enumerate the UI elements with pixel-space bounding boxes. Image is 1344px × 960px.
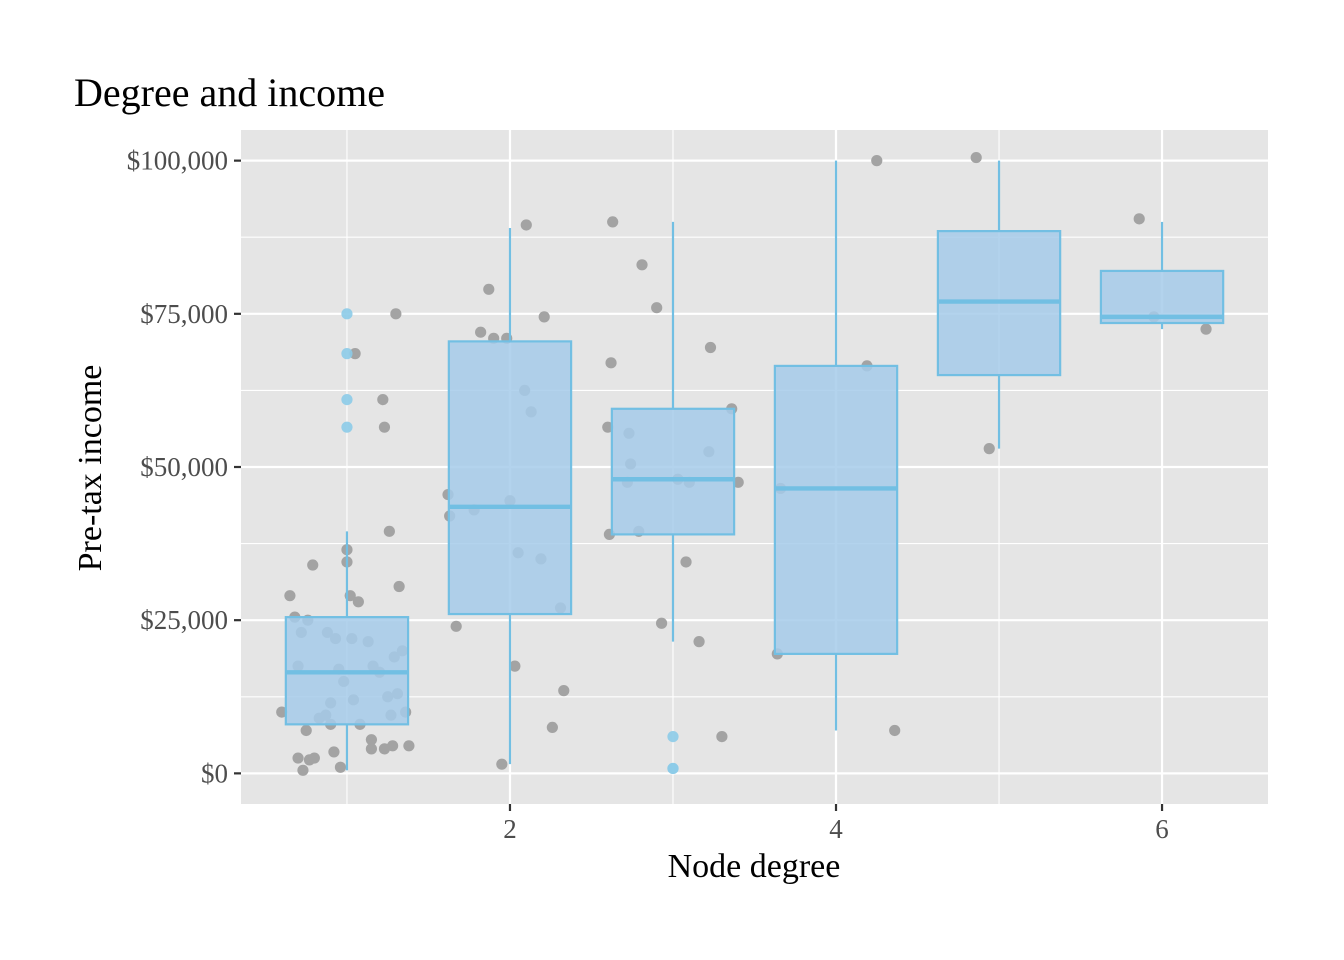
data-point xyxy=(732,476,744,488)
box-iqr xyxy=(447,340,573,616)
data-point xyxy=(383,525,395,537)
data-point xyxy=(334,761,347,773)
data-point xyxy=(871,155,883,167)
data-point xyxy=(970,151,982,164)
data-point xyxy=(450,620,462,632)
x-tick-label: 6 xyxy=(1155,814,1169,844)
data-point xyxy=(983,443,995,455)
y-tick-label: $25,000 xyxy=(140,605,228,635)
x-tick-label: 4 xyxy=(829,814,843,844)
chart-title: Degree and income xyxy=(74,70,385,115)
data-point xyxy=(308,752,320,764)
data-point xyxy=(1200,323,1212,335)
data-point xyxy=(716,731,728,743)
data-point xyxy=(889,724,901,737)
data-point xyxy=(390,308,402,320)
data-point xyxy=(349,348,361,360)
box-iqr xyxy=(610,407,736,536)
data-point xyxy=(605,357,617,369)
data-point xyxy=(475,326,487,338)
outlier-point xyxy=(341,421,353,433)
boxplot-degree-2 xyxy=(447,228,573,765)
data-point xyxy=(483,283,495,295)
data-point xyxy=(292,752,304,764)
y-tick-label: $75,000 xyxy=(140,299,228,329)
y-tick-label: $50,000 xyxy=(140,452,228,482)
data-point xyxy=(607,216,619,228)
data-point xyxy=(387,740,399,752)
data-point xyxy=(378,421,391,433)
data-point xyxy=(300,724,312,737)
data-point xyxy=(403,740,415,752)
data-point xyxy=(1133,213,1145,225)
x-tick-label: 2 xyxy=(503,814,517,844)
boxplot-degree-3 xyxy=(610,221,736,775)
data-point xyxy=(276,706,288,718)
data-point xyxy=(636,259,648,271)
axes: $0 $25,000 $50,000 $75,000 $100,000 2 4 6 xyxy=(127,146,1169,844)
data-point xyxy=(538,311,550,323)
y-tick-label: $0 xyxy=(201,758,228,788)
data-point xyxy=(651,302,663,314)
data-point xyxy=(509,660,521,672)
outlier-point xyxy=(667,762,679,775)
data-point xyxy=(558,685,570,697)
boxplot-degree-6 xyxy=(1099,221,1225,330)
boxplot-degree-4 xyxy=(773,160,899,731)
data-point xyxy=(693,636,705,648)
y-tick-label: $100,000 xyxy=(127,146,228,176)
data-point xyxy=(284,590,296,602)
data-point xyxy=(365,743,378,755)
y-axis-title: Pre-tax income xyxy=(72,365,109,572)
outlier-point xyxy=(341,348,353,360)
outlier-point xyxy=(667,731,679,743)
data-point xyxy=(496,758,508,770)
boxplot-degree-1 xyxy=(284,308,410,771)
data-point xyxy=(704,341,717,354)
box-iqr xyxy=(773,364,899,655)
data-point xyxy=(377,394,389,406)
boxplots xyxy=(284,160,1225,775)
boxplot-degree-5 xyxy=(936,160,1062,449)
box-iqr xyxy=(1099,269,1225,325)
outlier-point xyxy=(341,308,353,320)
data-point xyxy=(352,596,364,608)
data-point xyxy=(655,617,668,629)
data-point xyxy=(328,746,340,758)
data-point xyxy=(680,556,692,568)
data-point xyxy=(297,764,309,776)
data-point xyxy=(307,559,319,571)
x-axis-title: Node degree xyxy=(668,848,841,885)
data-point xyxy=(546,721,558,734)
outlier-point xyxy=(341,394,353,406)
data-point xyxy=(520,219,532,231)
data-point xyxy=(393,580,405,593)
data-point xyxy=(602,421,614,433)
data-point xyxy=(365,734,378,746)
